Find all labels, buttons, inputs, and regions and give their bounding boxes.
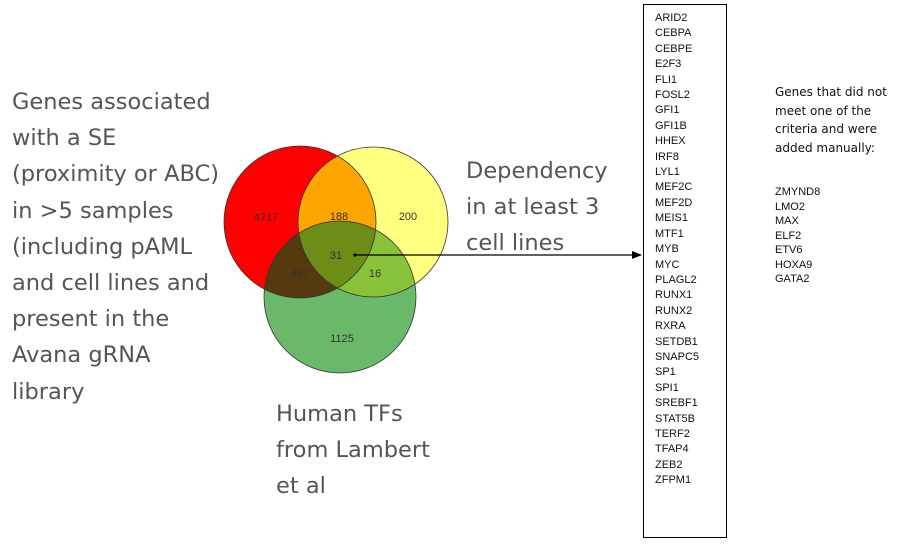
gene-item: RXRA bbox=[655, 320, 686, 333]
gene-item: STAT5B bbox=[655, 412, 695, 425]
gene-item: GFI1B bbox=[655, 119, 687, 132]
venn-count-se-dependency: 188 bbox=[330, 211, 348, 223]
gene-item: ZEB2 bbox=[655, 458, 683, 471]
gene-item: E2F3 bbox=[655, 58, 682, 71]
gene-item: IRF8 bbox=[655, 150, 679, 163]
gene-item: RUNX1 bbox=[655, 289, 693, 302]
gene-list-box: ARID2 CEBPA CEBPE E2F3 FLI1 FOSL2 GFI1 GFI1B HHE… bbox=[643, 4, 727, 538]
gene-item: SP1 bbox=[655, 366, 676, 379]
gene-item: FOSL2 bbox=[655, 89, 690, 102]
gene-item: LMO2 bbox=[775, 200, 805, 213]
gene-item: HOXA9 bbox=[775, 258, 813, 271]
manual-genes-box: Genes that did not meet one of the crite… bbox=[775, 83, 921, 287]
dependency-set-label: Dependency in at least 3 cell lines bbox=[466, 158, 608, 257]
gene-item: ZMYND8 bbox=[775, 186, 821, 198]
manual-genes-heading: Genes that did not meet one of the crite… bbox=[775, 85, 887, 155]
gene-item: MEIS1 bbox=[655, 212, 689, 225]
gene-item: MYB bbox=[655, 243, 679, 256]
gene-item: GFI1 bbox=[655, 104, 680, 117]
venn-count-tf-only: 1125 bbox=[330, 333, 354, 345]
gene-item: ARID2 bbox=[655, 12, 688, 24]
gene-item: RUNX2 bbox=[655, 304, 693, 317]
venn-count-se-tf: 467 bbox=[291, 268, 309, 280]
gene-item: MTF1 bbox=[655, 227, 684, 240]
gene-item: ELF2 bbox=[775, 229, 802, 242]
gene-item: CEBPE bbox=[655, 42, 693, 55]
gene-item: TFAP4 bbox=[655, 443, 689, 456]
dependency-circle-outline bbox=[297, 146, 449, 298]
venn-count-dependency-tf: 16 bbox=[369, 268, 381, 280]
gene-item: MAX bbox=[775, 215, 799, 227]
gene-item: PLAGL2 bbox=[655, 273, 697, 286]
gene-item: MYC bbox=[655, 258, 680, 271]
gene-item: CEBPA bbox=[655, 27, 692, 40]
gene-item: ZFPM1 bbox=[655, 474, 692, 487]
gene-item: TERF2 bbox=[655, 427, 690, 440]
gene-item: MEF2D bbox=[655, 196, 693, 209]
gene-item: SREBF1 bbox=[655, 397, 698, 410]
gene-item: MEF2C bbox=[655, 181, 693, 194]
gene-item: HHEX bbox=[655, 135, 686, 148]
gene-item: SPI1 bbox=[655, 381, 679, 394]
gene-item: FLI1 bbox=[655, 73, 678, 86]
gene-item: SNAPC5 bbox=[655, 350, 700, 363]
gene-list: ARID2 CEBPA CEBPE E2F3 FLI1 FOSL2 GFI1 GFI1B HHE… bbox=[655, 11, 726, 489]
venn-count-all-three: 31 bbox=[330, 250, 342, 262]
manual-genes-list: ZMYND8 LMO2 MAX ELF2 ETV6 HOXA9 GATA2 bbox=[775, 185, 921, 287]
venn-count-dependency-only: 200 bbox=[399, 211, 417, 223]
tf-circle-outline bbox=[263, 220, 417, 374]
gene-item: SETDB1 bbox=[655, 335, 698, 348]
se-set-label: Genes associated with a SE (proximity or… bbox=[12, 89, 220, 405]
tf-set-label: Human TFs from Lambert et al bbox=[276, 401, 430, 500]
gene-item: ETV6 bbox=[775, 244, 803, 256]
gene-item: LYL1 bbox=[655, 166, 680, 179]
gene-item: GATA2 bbox=[775, 273, 810, 285]
se-circle-outline bbox=[223, 145, 377, 299]
venn-count-se-only: 4717 bbox=[254, 212, 278, 224]
